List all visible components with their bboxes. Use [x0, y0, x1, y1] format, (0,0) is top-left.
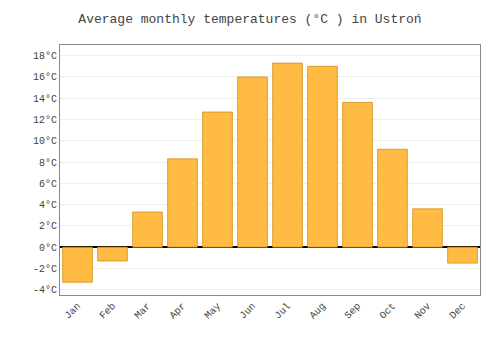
svg-text:Jun: Jun [238, 301, 259, 322]
svg-text:14°C: 14°C [33, 94, 57, 105]
svg-text:18°C: 18°C [33, 51, 57, 62]
svg-text:Feb: Feb [98, 301, 119, 322]
svg-text:Oct: Oct [378, 301, 399, 322]
svg-text:16°C: 16°C [33, 72, 57, 83]
svg-text:0°C: 0°C [39, 243, 57, 254]
svg-text:12°C: 12°C [33, 115, 57, 126]
svg-text:-2°C: -2°C [33, 264, 57, 275]
svg-text:Average monthly temperatures (: Average monthly temperatures (°C ) in Us… [78, 12, 421, 27]
svg-text:4°C: 4°C [39, 200, 57, 211]
svg-text:Mar: Mar [133, 301, 154, 322]
svg-text:Dec: Dec [448, 301, 469, 322]
svg-text:Sep: Sep [343, 301, 364, 322]
svg-text:2°C: 2°C [39, 221, 57, 232]
svg-text:May: May [203, 301, 224, 322]
svg-text:-4°C: -4°C [33, 285, 57, 296]
svg-text:Aug: Aug [308, 301, 329, 322]
svg-text:Apr: Apr [168, 301, 189, 322]
svg-text:8°C: 8°C [39, 158, 57, 169]
svg-text:10°C: 10°C [33, 136, 57, 147]
svg-text:Jan: Jan [63, 301, 84, 322]
svg-text:Jul: Jul [273, 301, 294, 322]
svg-text:Nov: Nov [413, 301, 434, 322]
svg-text:6°C: 6°C [39, 179, 57, 190]
